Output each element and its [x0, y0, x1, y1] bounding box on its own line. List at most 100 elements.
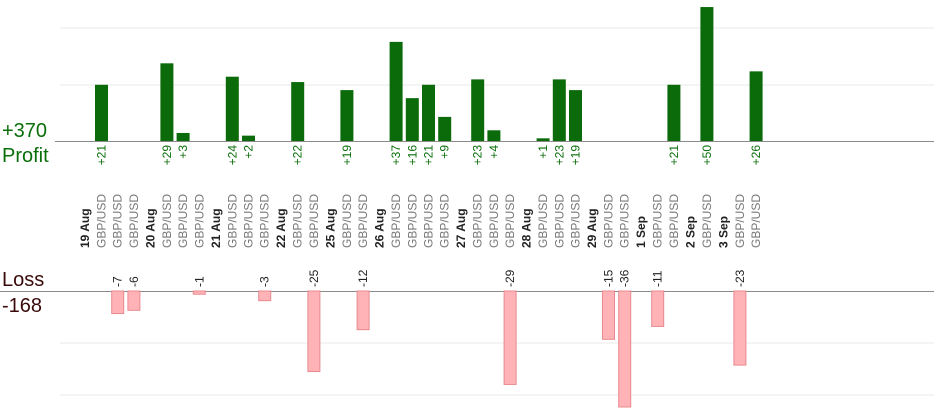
loss-value-label: -1	[192, 276, 206, 287]
date-label: 28 Aug	[520, 208, 534, 248]
profit-bar	[405, 98, 419, 141]
pair-label: GBP/USD	[552, 194, 566, 248]
pair-label: GBP/USD	[667, 194, 681, 248]
loss-bar	[733, 290, 747, 366]
pair-label: GBP/USD	[651, 194, 665, 248]
profit-bar	[389, 41, 403, 141]
profit-bar	[471, 79, 485, 141]
profit-bar	[438, 116, 452, 141]
pair-label: GBP/USD	[258, 194, 272, 248]
pair-label: GBP/USD	[95, 194, 109, 248]
profit-value-label: +9	[438, 145, 452, 159]
loss-value-label: -36	[618, 269, 632, 287]
profit-bar	[242, 135, 255, 141]
profit-bar	[160, 63, 174, 141]
profit-bar	[422, 84, 435, 141]
loss-bar	[503, 290, 517, 385]
pair-label: GBP/USD	[569, 194, 583, 248]
profit-bar	[536, 138, 550, 141]
date-label: 26 Aug	[373, 208, 387, 248]
profit-bar	[569, 90, 582, 141]
pair-label: GBP/USD	[618, 194, 632, 248]
loss-bar	[192, 290, 206, 295]
pair-label: GBP/USD	[356, 194, 370, 248]
pair-label: GBP/USD	[487, 194, 501, 248]
pair-label: GBP/USD	[111, 194, 125, 248]
profit-value-label: +3	[176, 145, 190, 159]
profit-value-label: +21	[422, 145, 436, 166]
pair-label: GBP/USD	[422, 194, 436, 248]
profit-bar	[487, 130, 501, 141]
loss-label: Loss	[2, 269, 45, 291]
date-label: 3 Sep	[716, 216, 730, 248]
loss-value-label: -7	[111, 276, 125, 287]
loss-value-label: -25	[307, 269, 321, 287]
profit-value-label: +23	[471, 145, 485, 166]
loss-bar	[127, 290, 141, 311]
pair-label: GBP/USD	[471, 194, 485, 248]
pair-label: GBP/USD	[389, 194, 403, 248]
pair-label: GBP/USD	[602, 194, 616, 248]
pair-label: GBP/USD	[749, 194, 763, 248]
loss-total: -168	[2, 295, 43, 317]
loss-bar	[307, 290, 321, 373]
profit-value-label: +4	[487, 145, 501, 159]
profit-value-label: +19	[569, 145, 583, 166]
profit-bar	[176, 132, 190, 141]
pair-label: GBP/USD	[192, 194, 206, 248]
pair-label: GBP/USD	[160, 194, 174, 248]
pair-label: GBP/USD	[225, 194, 239, 248]
profit-value-label: +50	[700, 145, 714, 166]
pair-label: GBP/USD	[127, 194, 141, 248]
profit-value-label: +23	[552, 145, 566, 166]
pair-label: GBP/USD	[438, 194, 452, 248]
profit-bar	[95, 84, 108, 141]
loss-value-label: -12	[356, 269, 370, 287]
date-label: 22 Aug	[274, 208, 288, 248]
loss-bar	[602, 290, 615, 340]
profit-value-label: +16	[405, 145, 419, 166]
profit-total: +370	[2, 120, 48, 142]
pair-label: GBP/USD	[340, 194, 354, 248]
pair-label: GBP/USD	[242, 194, 256, 248]
pair-label: GBP/USD	[536, 194, 550, 248]
profit-bar	[700, 7, 714, 141]
pair-label: GBP/USD	[176, 194, 190, 248]
profit-value-label: +21	[95, 145, 109, 166]
loss-value-label: -11	[651, 270, 665, 287]
loss-value-label: -3	[258, 276, 272, 287]
loss-value-label: -23	[733, 269, 747, 287]
pair-label: GBP/USD	[405, 194, 419, 248]
loss-bar	[356, 290, 370, 331]
loss-bar	[651, 290, 665, 327]
profit-bar	[291, 82, 305, 141]
profit-value-label: +37	[389, 145, 403, 166]
pair-label: GBP/USD	[503, 194, 517, 248]
profit-bar	[225, 76, 239, 141]
date-label: 21 Aug	[209, 208, 223, 248]
profit-value-label: +19	[340, 145, 354, 166]
profit-value-label: +2	[242, 145, 256, 159]
date-label: 27 Aug	[454, 208, 468, 248]
date-label: 25 Aug	[323, 208, 337, 248]
profit-value-label: +29	[160, 145, 174, 166]
loss-bar	[111, 290, 125, 315]
profit-bar	[552, 79, 566, 141]
profit-label: Profit	[2, 145, 49, 167]
date-label: 20 Aug	[143, 208, 157, 248]
profit-value-label: +21	[667, 145, 681, 166]
loss-bar	[258, 290, 272, 302]
pair-label: GBP/USD	[733, 194, 747, 248]
date-label: 29 Aug	[585, 208, 599, 248]
profit-bar	[749, 71, 763, 141]
profit-value-label: +1	[536, 145, 550, 159]
loss-value-label: -15	[602, 269, 616, 287]
profit-bar	[340, 90, 354, 141]
date-label: 19 Aug	[78, 208, 92, 248]
profit-bar	[667, 84, 681, 141]
pair-label: GBP/USD	[291, 194, 305, 248]
pair-label: GBP/USD	[307, 194, 321, 248]
profit-value-label: +26	[749, 145, 763, 166]
loss-value-label: -29	[503, 269, 517, 287]
